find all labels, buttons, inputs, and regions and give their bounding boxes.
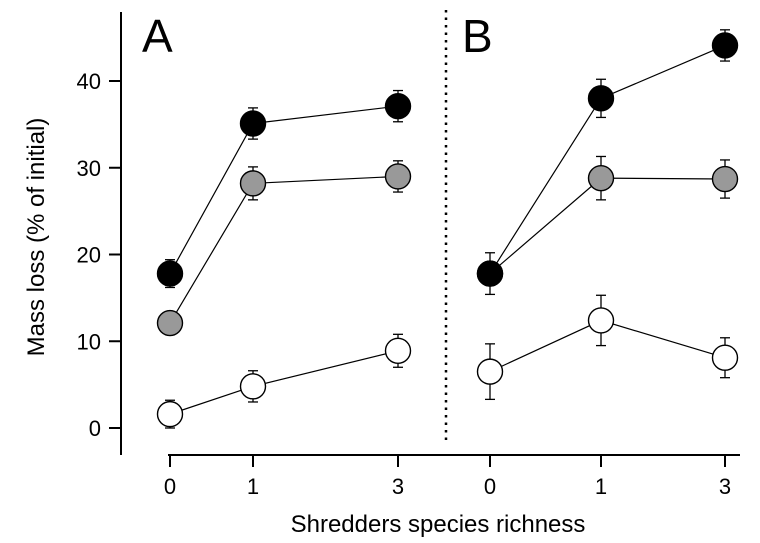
x-tick-label: 3 bbox=[719, 474, 731, 499]
y-tick-label: 30 bbox=[77, 156, 101, 181]
series-line-grey bbox=[169, 175, 399, 324]
data-point-grey bbox=[711, 165, 739, 193]
error-bars bbox=[165, 29, 730, 429]
y-tick-label: 10 bbox=[77, 329, 101, 354]
y-axis-title: Mass loss (% of initial) bbox=[23, 118, 50, 357]
data-point-white bbox=[711, 344, 739, 371]
x-tick-label: 0 bbox=[484, 474, 496, 499]
series-line-grey bbox=[489, 177, 726, 275]
y-tick-label: 0 bbox=[89, 416, 101, 441]
data-point-white bbox=[239, 373, 267, 400]
panel-label: B bbox=[462, 10, 493, 62]
data-point-black bbox=[587, 85, 615, 112]
x-tick-label: 3 bbox=[392, 474, 404, 499]
series-lines bbox=[169, 44, 726, 415]
series-line-white bbox=[169, 350, 399, 415]
data-point-white bbox=[384, 337, 412, 364]
data-point-grey bbox=[156, 309, 184, 337]
panel-label: A bbox=[142, 10, 173, 62]
data-point-black bbox=[711, 32, 739, 59]
data-point-white bbox=[476, 358, 504, 385]
x-tick-label: 1 bbox=[595, 474, 607, 499]
data-point-grey bbox=[239, 170, 267, 197]
series-line-black bbox=[169, 105, 399, 274]
data-point-white bbox=[156, 400, 184, 428]
series-line-black bbox=[489, 44, 726, 274]
x-axis-title: Shredders species richness bbox=[291, 511, 586, 538]
data-point-black bbox=[239, 110, 267, 137]
data-point-grey bbox=[587, 164, 615, 192]
data-point-black bbox=[384, 92, 412, 120]
x-tick-label: 0 bbox=[164, 474, 176, 499]
data-point-black bbox=[156, 260, 184, 287]
y-tick-label: 40 bbox=[77, 69, 101, 94]
data-point-white bbox=[587, 307, 615, 334]
data-point-grey bbox=[384, 163, 412, 190]
x-tick-label: 1 bbox=[247, 474, 259, 499]
data-point-black bbox=[476, 260, 504, 287]
data-points bbox=[156, 32, 739, 428]
y-tick-label: 20 bbox=[77, 243, 101, 268]
